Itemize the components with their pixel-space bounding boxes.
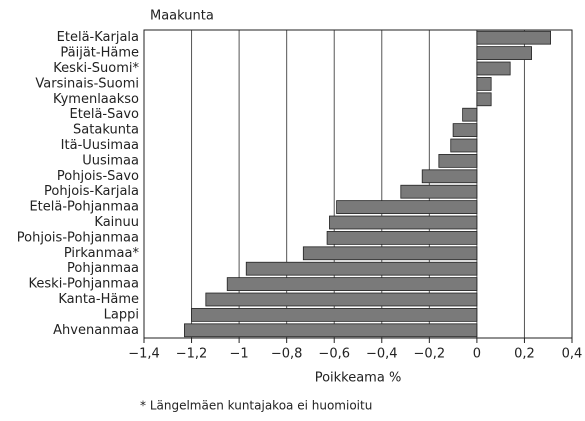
- y-tick-label: Etelä-Savo: [70, 107, 139, 122]
- x-tick-label: −0,4: [366, 347, 398, 362]
- bar: [421, 169, 478, 184]
- y-tick-label: Kymenlaakso: [53, 92, 139, 107]
- x-tick-label: 0,4: [562, 347, 583, 362]
- bar: [450, 138, 478, 153]
- x-tick-label: −1,4: [128, 347, 160, 362]
- bar: [336, 200, 478, 214]
- footnote: * Längelmäen kuntajakoa ei huomioitu: [140, 399, 372, 413]
- x-tick-label: −0,8: [271, 347, 303, 362]
- x-tick-label: 0: [473, 347, 481, 362]
- y-tick-label: Itä-Uusimaa: [61, 138, 139, 153]
- y-tick-label: Päijät-Häme: [60, 46, 139, 61]
- bar: [329, 215, 478, 230]
- y-tick-label: Pohjois-Pohjanmaa: [17, 230, 139, 245]
- y-tick-label: Keski-Pohjanmaa: [29, 277, 139, 292]
- y-tick-label: Ahvenanmaa: [53, 323, 139, 338]
- y-tick-label: Lappi: [104, 307, 139, 322]
- x-tick-label: −0,6: [318, 347, 350, 362]
- y-tick-label: Pohjois-Karjala: [44, 184, 139, 199]
- bar: [476, 61, 511, 76]
- bar: [476, 77, 492, 91]
- x-axis-label: Poikkeama %: [315, 371, 402, 386]
- bar: [400, 184, 478, 199]
- y-tick-label: Etelä-Karjala: [57, 30, 139, 45]
- y-tick-label: Etelä-Pohjanmaa: [29, 200, 139, 215]
- y-tick-label: Pirkanmaa*: [64, 246, 140, 261]
- x-tick-label: −0,2: [414, 347, 446, 362]
- x-tick-label: −1,2: [176, 347, 208, 362]
- y-tick-label: Kainuu: [94, 215, 139, 230]
- x-tick-label: −1: [230, 347, 249, 362]
- bar: [184, 323, 478, 338]
- chart-title: Maakunta: [150, 9, 214, 24]
- bar: [226, 277, 478, 291]
- bar: [302, 246, 478, 261]
- bar: [326, 231, 478, 245]
- bar: [476, 92, 492, 107]
- bar: [245, 261, 478, 276]
- y-tick-label: Pohjois-Savo: [57, 169, 139, 184]
- y-tick-label: Uusimaa: [82, 153, 139, 168]
- bar: [452, 123, 478, 137]
- y-tick-label: Varsinais-Suomi: [35, 76, 139, 91]
- x-tick-label: 0,2: [514, 347, 535, 362]
- y-tick-label: Keski-Suomi*: [53, 61, 139, 76]
- y-tick-label: Pohjanmaa: [67, 261, 139, 276]
- y-tick-label: Satakunta: [73, 123, 139, 138]
- bar: [462, 107, 478, 122]
- bar: [476, 30, 551, 45]
- bar: [476, 46, 532, 60]
- bar: [205, 292, 478, 307]
- bar: [438, 154, 478, 168]
- y-tick-label: Kanta-Häme: [58, 292, 139, 307]
- bar: [191, 308, 478, 322]
- plot-frame: [143, 29, 573, 339]
